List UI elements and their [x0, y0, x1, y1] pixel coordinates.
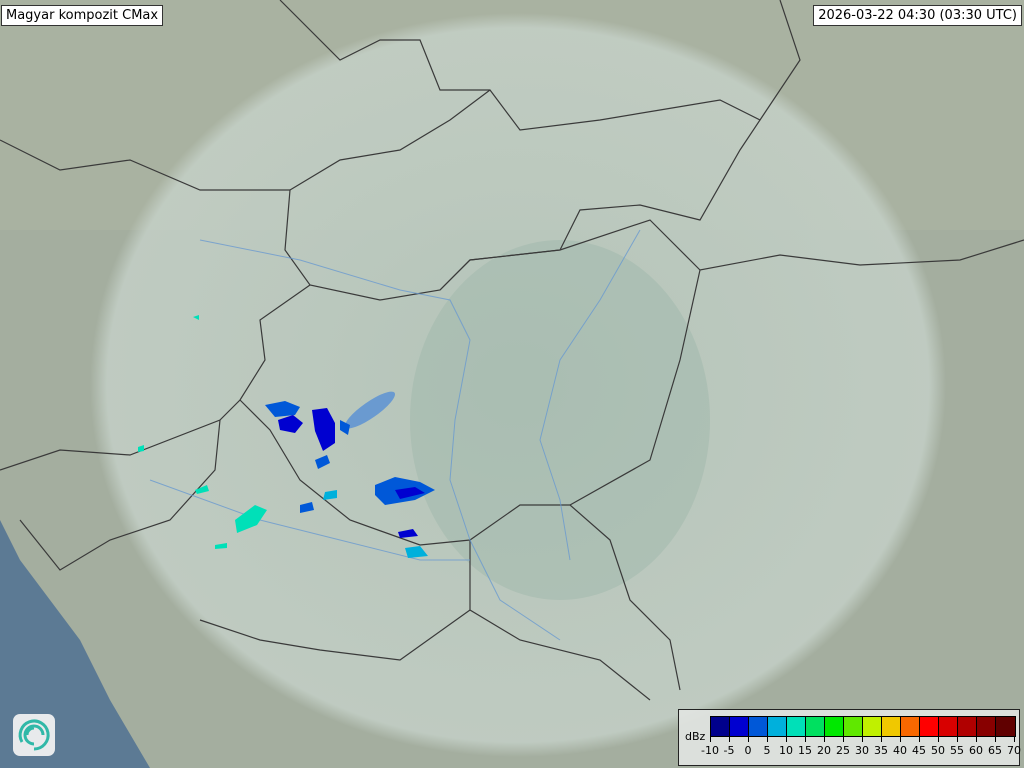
legend-tick-mark: [957, 736, 958, 742]
color-scale: [710, 716, 1016, 737]
legend-tick-label: 70: [1007, 744, 1021, 757]
rivers: [149, 229, 641, 641]
legend-tick-mark: [938, 736, 939, 742]
echo-cell: [340, 420, 350, 435]
legend-swatch: [825, 717, 844, 736]
legend-tick-label: -10: [701, 744, 719, 757]
legend-tick-mark: [710, 736, 711, 742]
legend-tick-mark: [881, 736, 882, 742]
legend-swatch: [863, 717, 882, 736]
echo-cell: [195, 485, 209, 494]
legend-tick-mark: [900, 736, 901, 742]
legend-tick-label: 5: [763, 744, 771, 757]
echo-cell: [278, 415, 303, 433]
legend-swatch: [977, 717, 996, 736]
legend-tick-mark: [843, 736, 844, 742]
great-plain: [410, 240, 710, 600]
legend-swatch: [882, 717, 901, 736]
legend-tick-label: 60: [969, 744, 983, 757]
legend-swatch: [939, 717, 958, 736]
lake-balaton: [345, 391, 395, 429]
legend-swatch: [806, 717, 825, 736]
legend-tick-mark: [767, 736, 768, 742]
legend-tick-mark: [824, 736, 825, 742]
legend-swatch: [996, 717, 1015, 736]
echo-cell: [193, 315, 199, 320]
legend-tick-label: 25: [836, 744, 850, 757]
legend-tick-label: 40: [893, 744, 907, 757]
legend-tick-label: 55: [950, 744, 964, 757]
swirl-logo-icon: [13, 714, 55, 756]
echo-cell: [315, 455, 330, 469]
echo-cell: [323, 490, 337, 500]
product-title: Magyar kompozit CMax: [1, 5, 164, 26]
timestamp: 2026-03-22 04:30 (03:30 UTC): [813, 5, 1022, 26]
legend-tick-label: 30: [855, 744, 869, 757]
legend-tick-label: 50: [931, 744, 945, 757]
echo-cell: [300, 502, 314, 513]
legend-tick-label: 45: [912, 744, 926, 757]
echo-cell: [138, 445, 144, 452]
legend-tick-mark: [786, 736, 787, 742]
legend-tick-label: 65: [988, 744, 1002, 757]
legend-tick-mark: [995, 736, 996, 742]
legend-tick-label: 35: [874, 744, 888, 757]
legend-tick-mark: [976, 736, 977, 742]
dbz-legend: dBz -10 -5 0 5 10 15 20 25 30 35 40 45 50 55 60 65 70: [678, 709, 1021, 766]
legend-tick-label: -5: [723, 744, 735, 757]
legend-tick-mark: [1014, 736, 1015, 742]
echo-cell: [398, 529, 418, 538]
adriatic-sea: [0, 520, 150, 768]
radar-echoes: [138, 315, 435, 558]
legend-swatch: [844, 717, 863, 736]
legend-tick-mark: [748, 736, 749, 742]
legend-tick-label: 10: [779, 744, 793, 757]
legend-unit: dBz: [685, 730, 706, 743]
legend-swatch: [787, 717, 806, 736]
legend-tick-label: 20: [817, 744, 831, 757]
echo-cell: [215, 543, 227, 549]
echo-cell: [265, 401, 300, 417]
legend-swatch: [711, 717, 730, 736]
echo-cell: [395, 487, 425, 499]
legend-tick-mark: [805, 736, 806, 742]
legend-swatch: [768, 717, 787, 736]
echo-cell: [235, 505, 267, 533]
legend-swatch: [730, 717, 749, 736]
legend-tick-label: 0: [744, 744, 752, 757]
legend-swatch: [958, 717, 977, 736]
echo-cell: [312, 408, 335, 451]
legend-swatch: [749, 717, 768, 736]
legend-tick-mark: [919, 736, 920, 742]
country-borders: [0, 0, 1024, 701]
legend-tick-label: 15: [798, 744, 812, 757]
legend-tick-mark: [862, 736, 863, 742]
legend-ticks: -10 -5 0 5 10 15 20 25 30 35 40 45 50 55 60 65 70: [701, 736, 1021, 760]
legend-swatch: [920, 717, 939, 736]
legend-swatch: [901, 717, 920, 736]
legend-tick-mark: [729, 736, 730, 742]
echo-cell: [405, 546, 428, 558]
